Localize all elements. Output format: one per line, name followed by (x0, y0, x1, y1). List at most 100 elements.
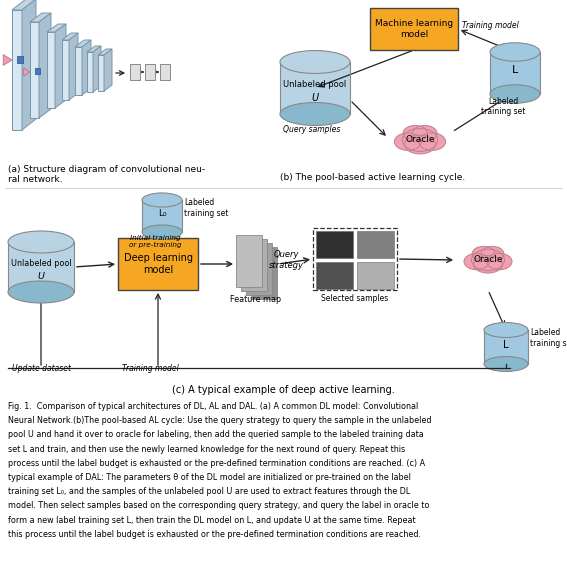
Bar (17, 56, 23, 63)
Bar (484, 330, 528, 364)
Ellipse shape (464, 254, 489, 270)
Polygon shape (55, 24, 66, 108)
Ellipse shape (484, 356, 528, 371)
Text: Fig. 1.  Comparison of typical architectures of DL, AL and DAL. (a) A common DL : Fig. 1. Comparison of typical architectu… (8, 402, 418, 411)
Polygon shape (98, 55, 104, 91)
Text: process until the label budget is exhausted or the pre-defined termination condi: process until the label budget is exhaus… (8, 459, 425, 468)
Text: (c) A typical example of deep active learning.: (c) A typical example of deep active lea… (172, 385, 395, 395)
Ellipse shape (142, 193, 182, 207)
Bar (357, 231, 394, 258)
Text: this process until the label budget is exhausted or the pre-defined termination : this process until the label budget is e… (8, 530, 421, 539)
Text: pool U and hand it over to oracle for labeling, then add the queried sample to t: pool U and hand it over to oracle for la… (8, 431, 424, 439)
Text: Query
strategy: Query strategy (269, 250, 303, 270)
Ellipse shape (490, 43, 540, 62)
Ellipse shape (484, 323, 528, 338)
Polygon shape (87, 52, 93, 92)
Polygon shape (62, 33, 78, 40)
Bar (313, 228, 397, 290)
Polygon shape (75, 47, 82, 95)
Text: Feature map: Feature map (230, 295, 282, 304)
Text: Update dataset: Update dataset (12, 364, 71, 373)
Ellipse shape (395, 133, 421, 151)
Bar (251, 247, 277, 299)
Polygon shape (12, 0, 36, 10)
Ellipse shape (481, 246, 504, 261)
Text: set L and train, and then use the newly learned knowledge for the next round of : set L and train, and then use the newly … (8, 444, 405, 454)
Ellipse shape (280, 102, 350, 125)
Ellipse shape (280, 51, 350, 74)
Text: Oracle: Oracle (405, 136, 435, 144)
Ellipse shape (472, 246, 495, 261)
Polygon shape (22, 0, 36, 130)
Bar (490, 52, 540, 94)
Polygon shape (93, 46, 101, 92)
Bar (370, 8, 458, 50)
Text: Training model: Training model (122, 364, 179, 373)
Text: Unlabeled pool: Unlabeled pool (284, 80, 346, 89)
Bar (236, 235, 262, 287)
Ellipse shape (8, 281, 74, 303)
Text: typical example of DAL: The parameters θ of the DL model are initialized or pre-: typical example of DAL: The parameters θ… (8, 473, 411, 482)
Polygon shape (104, 49, 112, 91)
Bar (118, 238, 198, 290)
Text: L: L (503, 340, 509, 350)
Ellipse shape (405, 135, 435, 154)
Ellipse shape (8, 231, 74, 253)
Polygon shape (69, 33, 78, 100)
Polygon shape (98, 49, 112, 55)
Polygon shape (87, 46, 101, 52)
Text: Deep learning
model: Deep learning model (124, 253, 193, 275)
Text: Machine learning
model: Machine learning model (375, 20, 453, 39)
Polygon shape (62, 40, 69, 100)
Text: U: U (37, 273, 44, 281)
Bar (316, 262, 353, 289)
Polygon shape (24, 68, 30, 76)
Text: Labeled
training set: Labeled training set (184, 198, 229, 218)
Bar (280, 62, 350, 114)
Ellipse shape (472, 250, 505, 271)
Bar (130, 64, 140, 80)
Text: Neural Network.(b)The pool-based AL cycle: Use the query strategy to query the s: Neural Network.(b)The pool-based AL cycl… (8, 416, 431, 425)
Ellipse shape (403, 125, 428, 141)
Text: form a new label training set L, then train the DL model on L, and update U at t: form a new label training set L, then tr… (8, 516, 416, 524)
Bar (145, 64, 155, 80)
Text: (a) Structure diagram of convolutional neu-
ral network.: (a) Structure diagram of convolutional n… (8, 165, 205, 185)
Text: Training model: Training model (462, 21, 519, 29)
Bar (35, 68, 40, 74)
Bar (246, 243, 272, 295)
Ellipse shape (413, 125, 437, 141)
Polygon shape (47, 32, 55, 108)
Text: L₀: L₀ (158, 209, 166, 218)
Polygon shape (30, 22, 39, 118)
Text: Labeled
training set: Labeled training set (530, 328, 567, 348)
Text: training set L₀, and the samples of the unlabeled pool U are used to extract fea: training set L₀, and the samples of the … (8, 487, 411, 496)
Text: model. Then select samples based on the corresponding query strategy, and query : model. Then select samples based on the … (8, 501, 429, 511)
Text: Labeled
training set: Labeled training set (481, 97, 525, 116)
Polygon shape (75, 40, 91, 47)
Polygon shape (3, 55, 12, 66)
Text: Unlabeled pool: Unlabeled pool (11, 259, 71, 268)
Bar (8, 242, 74, 292)
Text: Query samples: Query samples (283, 125, 340, 135)
Bar (142, 200, 182, 232)
Ellipse shape (490, 85, 540, 104)
Ellipse shape (403, 129, 438, 151)
Text: U: U (311, 93, 319, 104)
Ellipse shape (142, 225, 182, 239)
Bar (160, 64, 170, 80)
Bar (316, 231, 353, 258)
Bar (357, 262, 394, 289)
Ellipse shape (487, 254, 512, 270)
Bar (241, 239, 267, 291)
Polygon shape (47, 24, 66, 32)
Text: (b) The pool-based active learning cycle.: (b) The pool-based active learning cycle… (280, 173, 466, 182)
Polygon shape (30, 13, 51, 22)
Text: Oracle: Oracle (473, 255, 503, 264)
Ellipse shape (418, 133, 446, 151)
Text: Initial training
or pre-training: Initial training or pre-training (129, 235, 181, 248)
Polygon shape (82, 40, 91, 95)
Ellipse shape (473, 255, 502, 273)
Text: Selected samples: Selected samples (321, 294, 388, 303)
Text: L: L (512, 65, 518, 75)
Polygon shape (39, 13, 51, 118)
